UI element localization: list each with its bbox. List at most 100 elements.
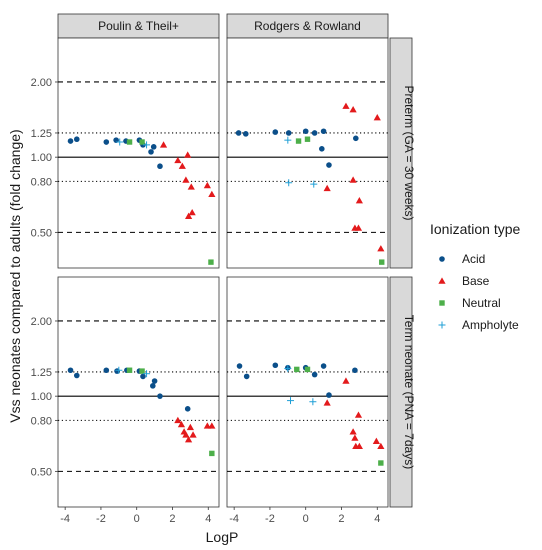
data-point-acid xyxy=(352,367,358,374)
data-point-acid xyxy=(103,367,110,374)
data-point-acid xyxy=(151,378,158,384)
data-point-neutral xyxy=(139,368,145,374)
legend-label: Ampholyte xyxy=(462,318,519,332)
x-tick-label: 0 xyxy=(134,513,140,525)
data-point-ampholyte xyxy=(284,365,292,373)
data-point-acid xyxy=(320,363,327,369)
data-point-acid xyxy=(302,128,309,135)
y-tick-label: 0.80 xyxy=(31,415,52,427)
data-point-acid xyxy=(140,373,146,380)
data-point-base xyxy=(174,156,182,164)
data-point-base xyxy=(187,183,195,190)
legend-title: Ionization type xyxy=(430,221,520,237)
data-point-base xyxy=(355,442,363,449)
data-point-base xyxy=(203,181,211,189)
data-point-acid xyxy=(326,392,332,398)
x-tick-label: 0 xyxy=(303,513,309,525)
data-point-acid xyxy=(285,130,292,136)
legend-key-neutral xyxy=(439,300,445,306)
data-point-base xyxy=(342,377,350,384)
panel-r1-c1 xyxy=(226,276,389,508)
data-point-acid xyxy=(272,129,279,135)
x-tick-label: -2 xyxy=(96,513,106,525)
data-point-neutral xyxy=(304,366,311,373)
x-tick-label: -4 xyxy=(229,513,239,525)
panel-r0-c1 xyxy=(226,37,389,269)
data-point-acid xyxy=(67,138,74,144)
data-point-base xyxy=(355,197,363,204)
data-point-base xyxy=(372,437,380,444)
data-point-neutral xyxy=(294,366,300,373)
data-point-base xyxy=(349,176,357,183)
data-point-acid xyxy=(311,371,318,378)
legend-key-ampholyte xyxy=(438,321,446,329)
data-point-neutral xyxy=(379,259,385,265)
data-point-acid xyxy=(326,162,332,168)
legend: Ionization type Acid Base Neutral Ampholyte xyxy=(430,221,520,332)
panel-r0-c0 xyxy=(57,37,220,269)
data-point-base xyxy=(188,208,196,216)
data-point-base xyxy=(377,442,385,449)
data-point-acid xyxy=(157,393,163,399)
data-point-acid xyxy=(236,363,243,369)
data-point-ampholyte xyxy=(287,397,295,405)
data-point-base xyxy=(184,151,192,158)
data-point-acid xyxy=(235,130,242,136)
data-point-acid xyxy=(103,139,110,145)
panels-layer: Poulin & Theil+ Rodgers & Rowland Preterm … xyxy=(57,13,416,508)
data-point-base xyxy=(354,411,363,418)
data-point-ampholyte xyxy=(116,138,124,146)
data-point-base xyxy=(189,431,197,438)
y-tick-label: 0.50 xyxy=(31,466,52,478)
data-point-neutral xyxy=(126,367,133,373)
data-point-acid xyxy=(148,149,154,155)
data-point-acid xyxy=(67,367,74,374)
x-tick-label: 4 xyxy=(205,513,211,525)
panel-background xyxy=(226,276,389,508)
data-point-acid xyxy=(150,144,157,150)
data-point-neutral xyxy=(208,259,214,265)
y-tick-label: 1.00 xyxy=(31,152,52,164)
y-axis-title: Vss neonates compared to adults (fold ch… xyxy=(7,129,23,422)
data-point-ampholyte xyxy=(115,366,123,374)
x-tick-label: -2 xyxy=(265,513,275,525)
data-point-acid xyxy=(320,128,327,135)
data-point-base xyxy=(182,176,190,183)
data-point-base xyxy=(323,184,331,192)
x-tick-label: 2 xyxy=(169,513,175,525)
x-tick-label: 4 xyxy=(374,513,380,525)
data-point-ampholyte xyxy=(143,141,151,149)
column-strip xyxy=(226,13,389,39)
data-point-ampholyte xyxy=(285,179,293,187)
legend-label: Neutral xyxy=(462,296,501,310)
y-tick-label: 2.00 xyxy=(31,77,52,89)
legend-key-base xyxy=(438,277,446,284)
panel-background xyxy=(57,37,220,269)
panel-r1-c0 xyxy=(57,276,220,508)
row-strip xyxy=(389,276,413,508)
data-point-base xyxy=(184,212,193,219)
column-strip xyxy=(57,13,220,39)
data-point-base xyxy=(377,245,385,252)
data-point-acid xyxy=(243,373,250,380)
data-point-acid xyxy=(272,362,279,369)
row-strip-label: Term neonate (PNA = 7days) xyxy=(402,315,416,469)
data-point-ampholyte xyxy=(309,398,317,406)
data-point-ampholyte xyxy=(143,370,151,378)
data-point-neutral xyxy=(378,460,384,466)
data-point-neutral xyxy=(209,450,215,457)
data-point-acid xyxy=(150,383,156,389)
data-point-base xyxy=(186,423,194,431)
panel-background xyxy=(57,276,220,508)
data-point-base xyxy=(323,399,331,406)
y-axis: 0.50 0.80 1.00 1.25 2.00 0.50 0.80 1.00 1.25 2.00 xyxy=(31,77,58,478)
data-point-acid xyxy=(157,163,163,170)
legend-label: Acid xyxy=(462,252,485,266)
data-point-acid xyxy=(353,135,359,142)
x-axis-title: LogP xyxy=(206,529,239,545)
y-tick-label: 2.00 xyxy=(31,316,52,328)
data-point-ampholyte xyxy=(310,180,318,188)
data-point-base xyxy=(208,422,216,429)
data-point-base xyxy=(351,434,359,441)
